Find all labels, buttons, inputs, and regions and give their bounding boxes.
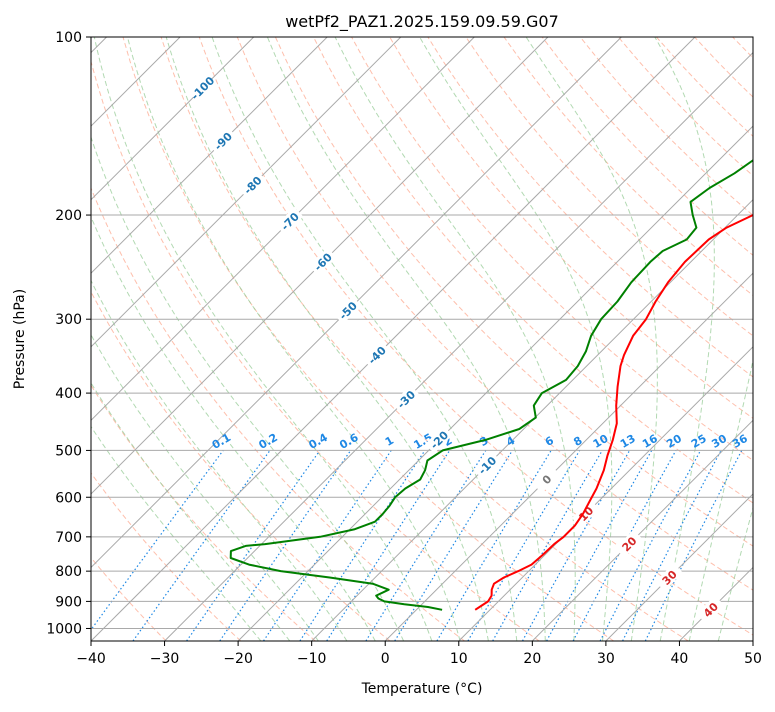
- y-tick-label: 200: [55, 208, 82, 224]
- y-tick-label: 1000: [46, 621, 82, 637]
- x-axis-label: Temperature (°C): [361, 681, 483, 697]
- y-axis-label: Pressure (hPa): [12, 289, 28, 389]
- x-tick-label: −20: [223, 651, 253, 667]
- y-tick-label: 800: [55, 564, 82, 580]
- x-tick-label: 30: [597, 651, 615, 667]
- y-tick-label: 100: [55, 30, 82, 46]
- x-tick-label: 20: [523, 651, 541, 667]
- y-tick-label: 700: [55, 530, 82, 546]
- x-tick-label: 0: [381, 651, 390, 667]
- x-tick-label: 50: [744, 651, 762, 667]
- y-tick-label: 900: [55, 594, 82, 610]
- x-tick-label: −40: [76, 651, 106, 667]
- y-tick-label: 500: [55, 443, 82, 459]
- chart-title: wetPf2_PAZ1.2025.159.09.59.G07: [285, 12, 559, 32]
- x-tick-label: 10: [450, 651, 468, 667]
- x-tick-label: −10: [297, 651, 327, 667]
- x-tick-label: −30: [150, 651, 180, 667]
- y-tick-label: 600: [55, 490, 82, 506]
- y-tick-label: 400: [55, 386, 82, 402]
- x-tick-label: 40: [671, 651, 689, 667]
- y-tick-label: 300: [55, 312, 82, 328]
